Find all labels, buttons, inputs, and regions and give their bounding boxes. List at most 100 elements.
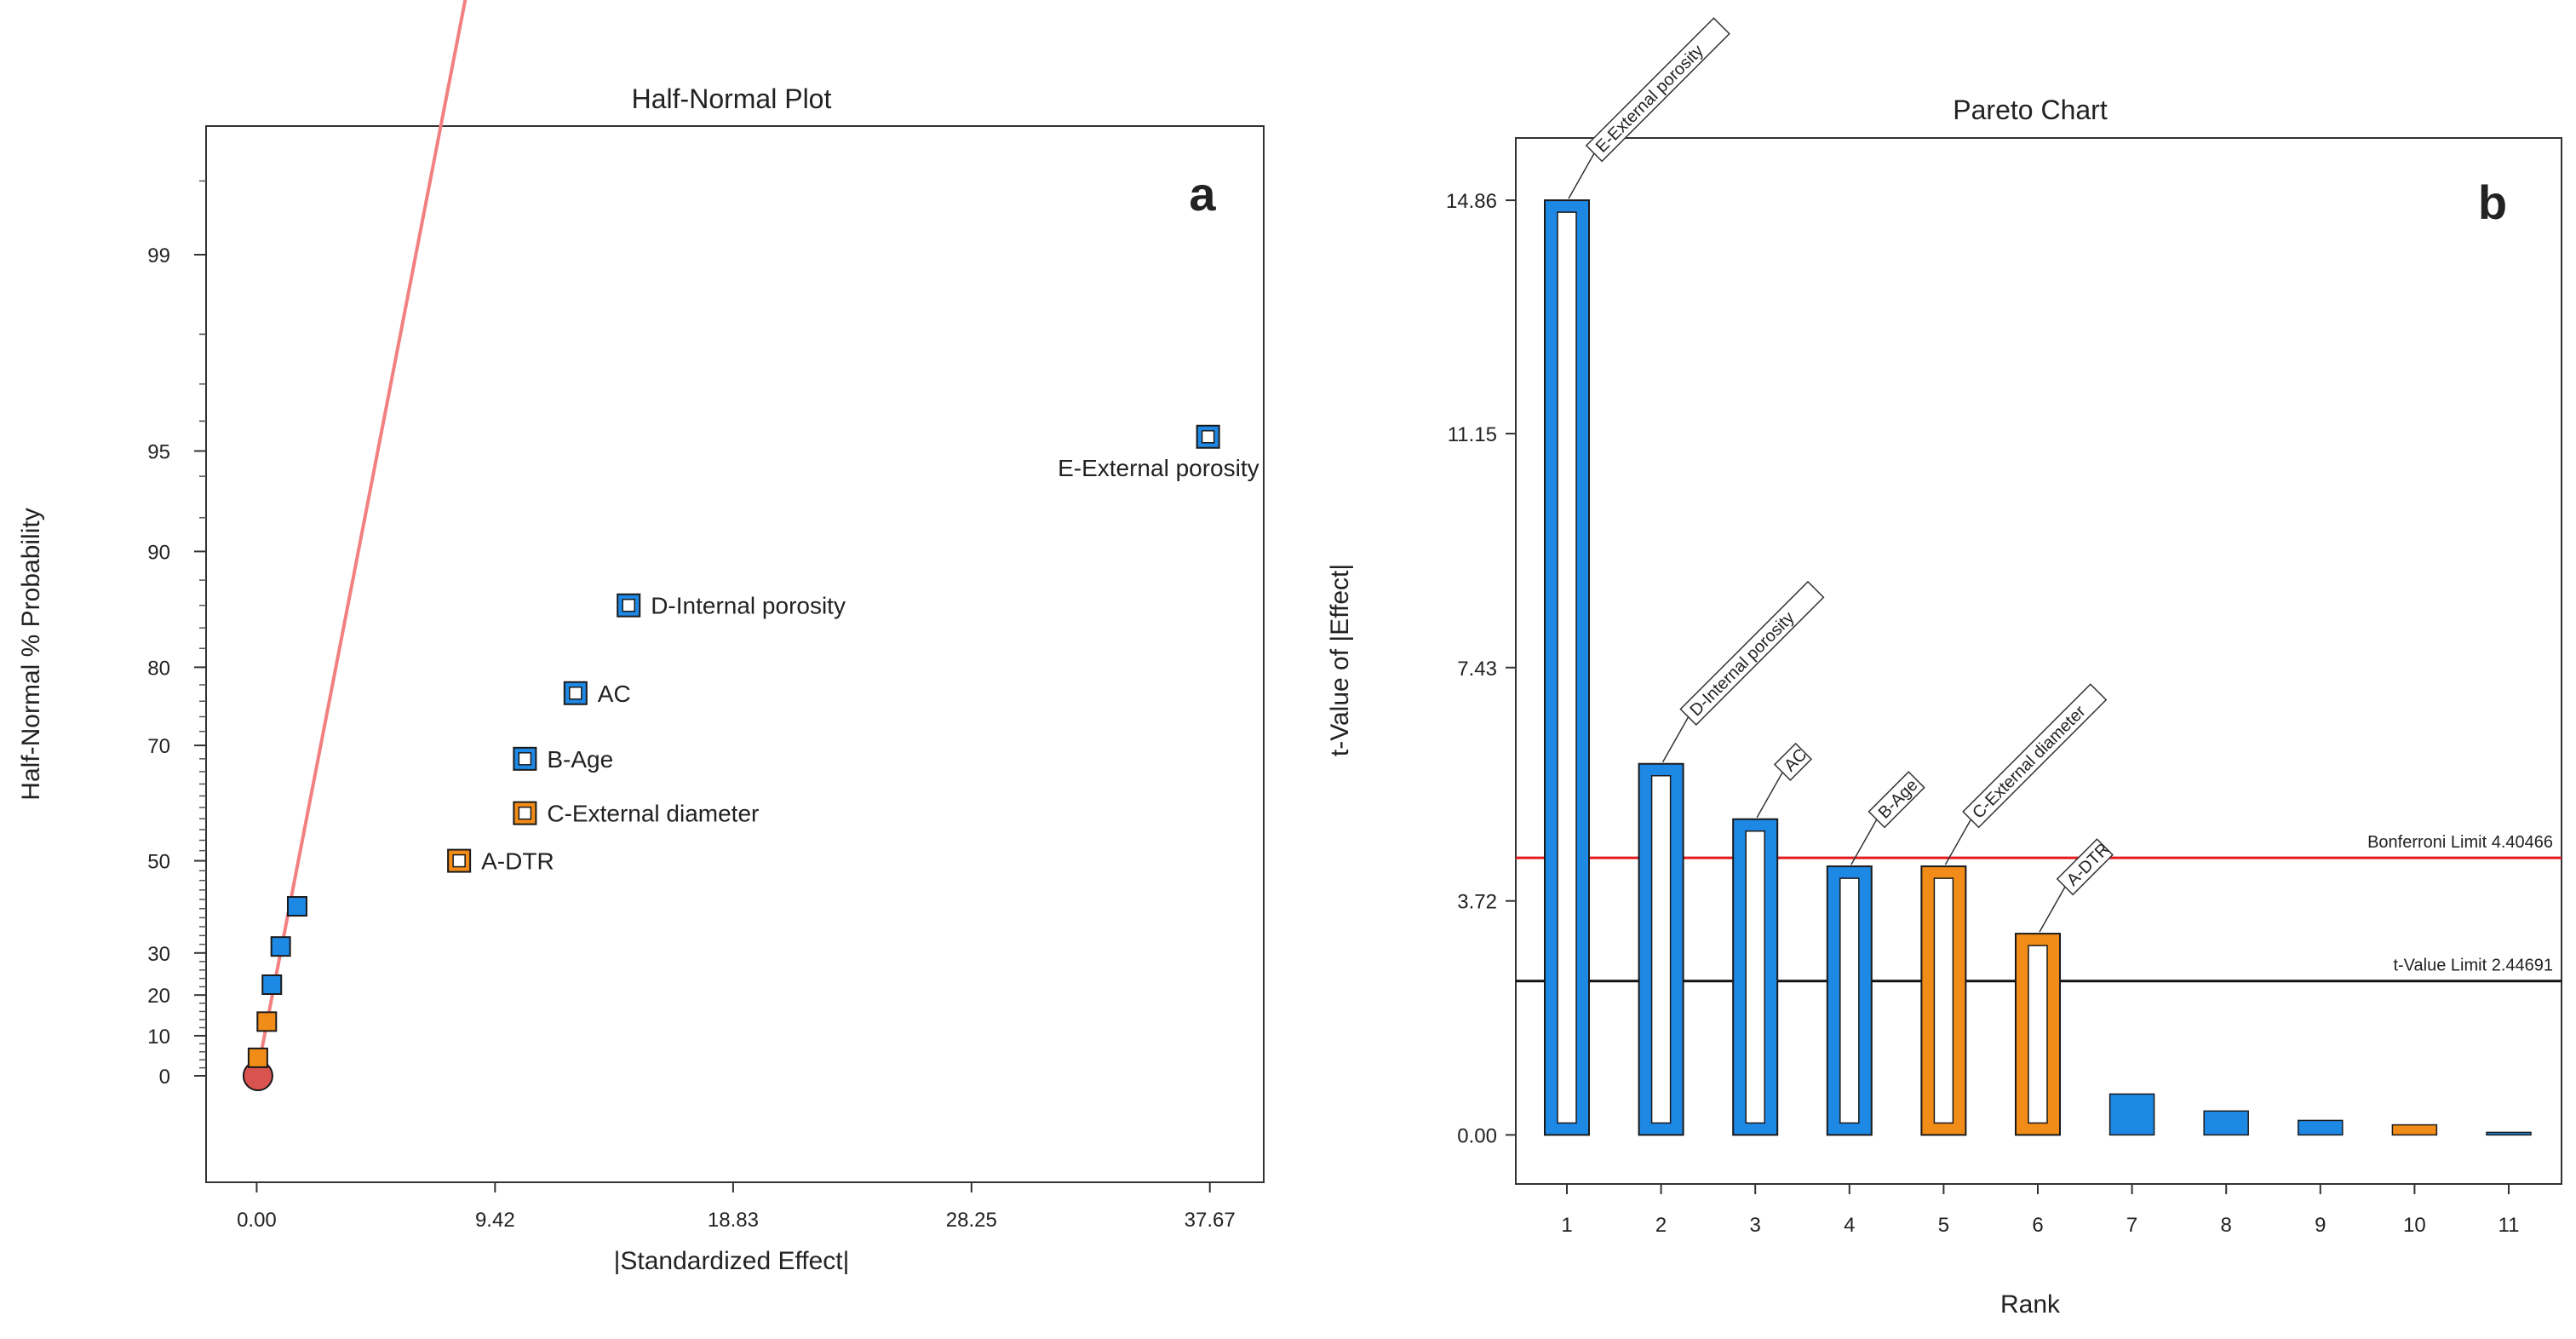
pareto-callout-box-rank-1: [1585, 17, 1730, 163]
y-tick-label-70: 70: [147, 735, 170, 758]
pareto-x-tick-label-6: 6: [2032, 1214, 2043, 1237]
half-normal-x-axis-title: |Standardized Effect|: [614, 1247, 850, 1275]
effect-label-c-external-diameter: C-External diameter: [547, 801, 759, 827]
pareto-callout-rank-5: C-External diameter: [1962, 683, 2108, 829]
pareto-y-tick-label-7-43: 7.43: [1457, 658, 1497, 681]
effect-point-ac-inner: [569, 687, 582, 700]
effect-label-e-external-porosity: E-External porosity: [1058, 455, 1259, 481]
pareto-y-axis-title: t-Value of |Effect|: [1326, 564, 1354, 756]
pareto-callout-rank-1: E-External porosity: [1585, 17, 1730, 163]
half-normal-y-axis-title: Half-Normal % Probability: [17, 508, 45, 800]
effect-label-a-dtr: A-DTR: [481, 848, 554, 875]
reference-label-t-value-limit: t-Value Limit 2.44691: [2393, 957, 2553, 975]
half-normal-title: Half-Normal Plot: [632, 83, 832, 114]
pareto-bar-rank-9: [2298, 1119, 2344, 1136]
pareto-x-tick-label-4: 4: [1844, 1214, 1855, 1237]
error-point-2: [256, 1011, 278, 1032]
y-tick-label-90: 90: [147, 541, 170, 564]
pareto-bar-rank-11: [2486, 1131, 2532, 1136]
x-tick-label-18-83: 18.83: [708, 1209, 759, 1232]
pareto-ticks: 0.00 3.72 7.43 11.15 14.86 1 2 3 4 5 6 7 8 9 10 11: [1446, 190, 2520, 1237]
effect-point-c-external-diameter: [513, 801, 537, 825]
pareto-y-tick-label-14-86: 14.86: [1446, 190, 1497, 213]
error-point-3: [261, 974, 283, 996]
pareto-x-tick-label-2: 2: [1655, 1214, 1667, 1237]
y-tick-label-0: 0: [159, 1066, 170, 1089]
pareto-y-tick-label-0-00: 0.00: [1457, 1124, 1497, 1147]
error-point-1: [247, 1047, 268, 1068]
pareto-x-tick-label-7: 7: [2126, 1214, 2137, 1237]
pareto-reference-lines: Bonferroni Limit 4.40466 t-Value Limit 2.…: [1516, 833, 2562, 983]
y-tick-label-95: 95: [147, 440, 170, 463]
half-normal-points: A-DTR C-External diameter B-Age AC D-Interna…: [242, 424, 1259, 1091]
half-normal-ticks: 0.00 9.42 18.83 28.25 37.67 0 10 20 30 50 70 80 90 95…: [147, 180, 1236, 1232]
pareto-x-tick-label-9: 9: [2315, 1214, 2326, 1237]
half-normal-fit-line-group: [255, 0, 468, 1077]
pareto-label-leader-rank-2: [1661, 716, 1690, 763]
effect-point-b-age-inner: [518, 752, 532, 766]
pareto-callout-box-rank-5: [1962, 683, 2108, 829]
pareto-bar-rank-6-inner: [2028, 945, 2048, 1124]
pareto-x-tick-label-3: 3: [1750, 1214, 1761, 1237]
x-tick-label-0-00: 0.00: [237, 1209, 277, 1232]
pareto-x-tick-label-1: 1: [1561, 1214, 1572, 1237]
x-tick-label-28-25: 28.25: [946, 1209, 997, 1232]
pareto-chart: Pareto Chart b Rank t-Value of |Effect| …: [1326, 17, 2562, 1319]
pareto-title: Pareto Chart: [1953, 95, 2108, 125]
pareto-label-leader-rank-1: [1568, 152, 1595, 199]
pareto-label-leader-rank-6: [2039, 886, 2066, 933]
pareto-x-tick-label-8: 8: [2221, 1214, 2232, 1237]
pareto-y-tick-label-3-72: 3.72: [1457, 891, 1497, 914]
y-tick-label-20: 20: [147, 985, 170, 1008]
pareto-bar-rank-2-inner: [1650, 774, 1672, 1124]
pareto-label-leader-rank-5: [1944, 819, 1972, 865]
y-tick-label-10: 10: [147, 1026, 170, 1049]
pareto-y-tick-label-11-15: 11.15: [1448, 423, 1497, 446]
effect-point-a-dtr-inner: [452, 853, 466, 868]
pareto-label-leader-rank-4: [1850, 819, 1878, 865]
x-tick-label-9-42: 9.42: [475, 1209, 515, 1232]
effect-label-b-age: B-Age: [547, 746, 613, 773]
pareto-x-tick-label-10: 10: [2403, 1214, 2426, 1237]
pareto-callout-text-c-external-diameter: C-External diameter: [1969, 702, 2090, 823]
panel-label-a: a: [1189, 167, 1216, 221]
pareto-callout-rank-4: B-Age: [1867, 771, 1925, 829]
effect-label-ac: AC: [598, 681, 631, 707]
effect-label-d-internal-porosity: D-Internal porosity: [651, 593, 846, 619]
half-normal-plot-frame: [205, 125, 1265, 1183]
pareto-x-tick-label-5: 5: [1938, 1214, 1949, 1237]
pareto-callout-text-e-external-porosity: E-External porosity: [1592, 42, 1707, 157]
y-tick-label-99: 99: [147, 244, 170, 267]
pareto-bar-rank-8: [2203, 1110, 2249, 1136]
pareto-callout-box-rank-2: [1679, 580, 1825, 726]
half-normal-fit-line: [255, 0, 468, 1077]
panel-label-b: b: [2478, 175, 2507, 229]
pareto-bar-rank-10: [2391, 1123, 2438, 1136]
pareto-callout-rank-3: AC: [1773, 742, 1813, 781]
pareto-x-axis-title: Rank: [2000, 1290, 2061, 1319]
pareto-bar-rank-1-inner: [1557, 211, 1577, 1124]
pareto-label-leader-rank-3: [1756, 772, 1783, 819]
pareto-bar-rank-7: [2108, 1093, 2155, 1136]
half-normal-plot: Half-Normal Plot a |Standardized Effect|…: [17, 0, 1265, 1275]
pareto-x-tick-label-11: 11: [2499, 1214, 2520, 1237]
x-tick-label-37-67: 37.67: [1185, 1209, 1236, 1232]
pareto-bar-rank-4-inner: [1839, 877, 1860, 1124]
pareto-callout-box-rank-4: [1867, 771, 1925, 829]
pareto-bars: [1544, 199, 2532, 1136]
pareto-bar-rank-5-inner: [1933, 877, 1954, 1124]
y-tick-label-80: 80: [147, 657, 170, 680]
reference-label-bonferroni-limit: Bonferroni Limit 4.40466: [2367, 833, 2553, 852]
pareto-callout-box-rank-6: [2056, 838, 2114, 896]
y-tick-label-30: 30: [147, 943, 170, 966]
pareto-callout-rank-6: A-DTR: [2056, 838, 2114, 896]
effect-point-e-external-porosity-inner: [1201, 430, 1215, 444]
pareto-callout-box-rank-3: [1773, 742, 1813, 781]
error-point-5: [286, 896, 307, 917]
effect-point-d-internal-porosity-inner: [622, 598, 635, 612]
pareto-callout-rank-2: D-Internal porosity: [1679, 580, 1825, 726]
error-point-4: [270, 936, 291, 957]
pareto-callout-text-d-internal-porosity: D-Internal porosity: [1686, 608, 1798, 720]
effect-point-c-external-diameter-inner: [518, 806, 532, 820]
